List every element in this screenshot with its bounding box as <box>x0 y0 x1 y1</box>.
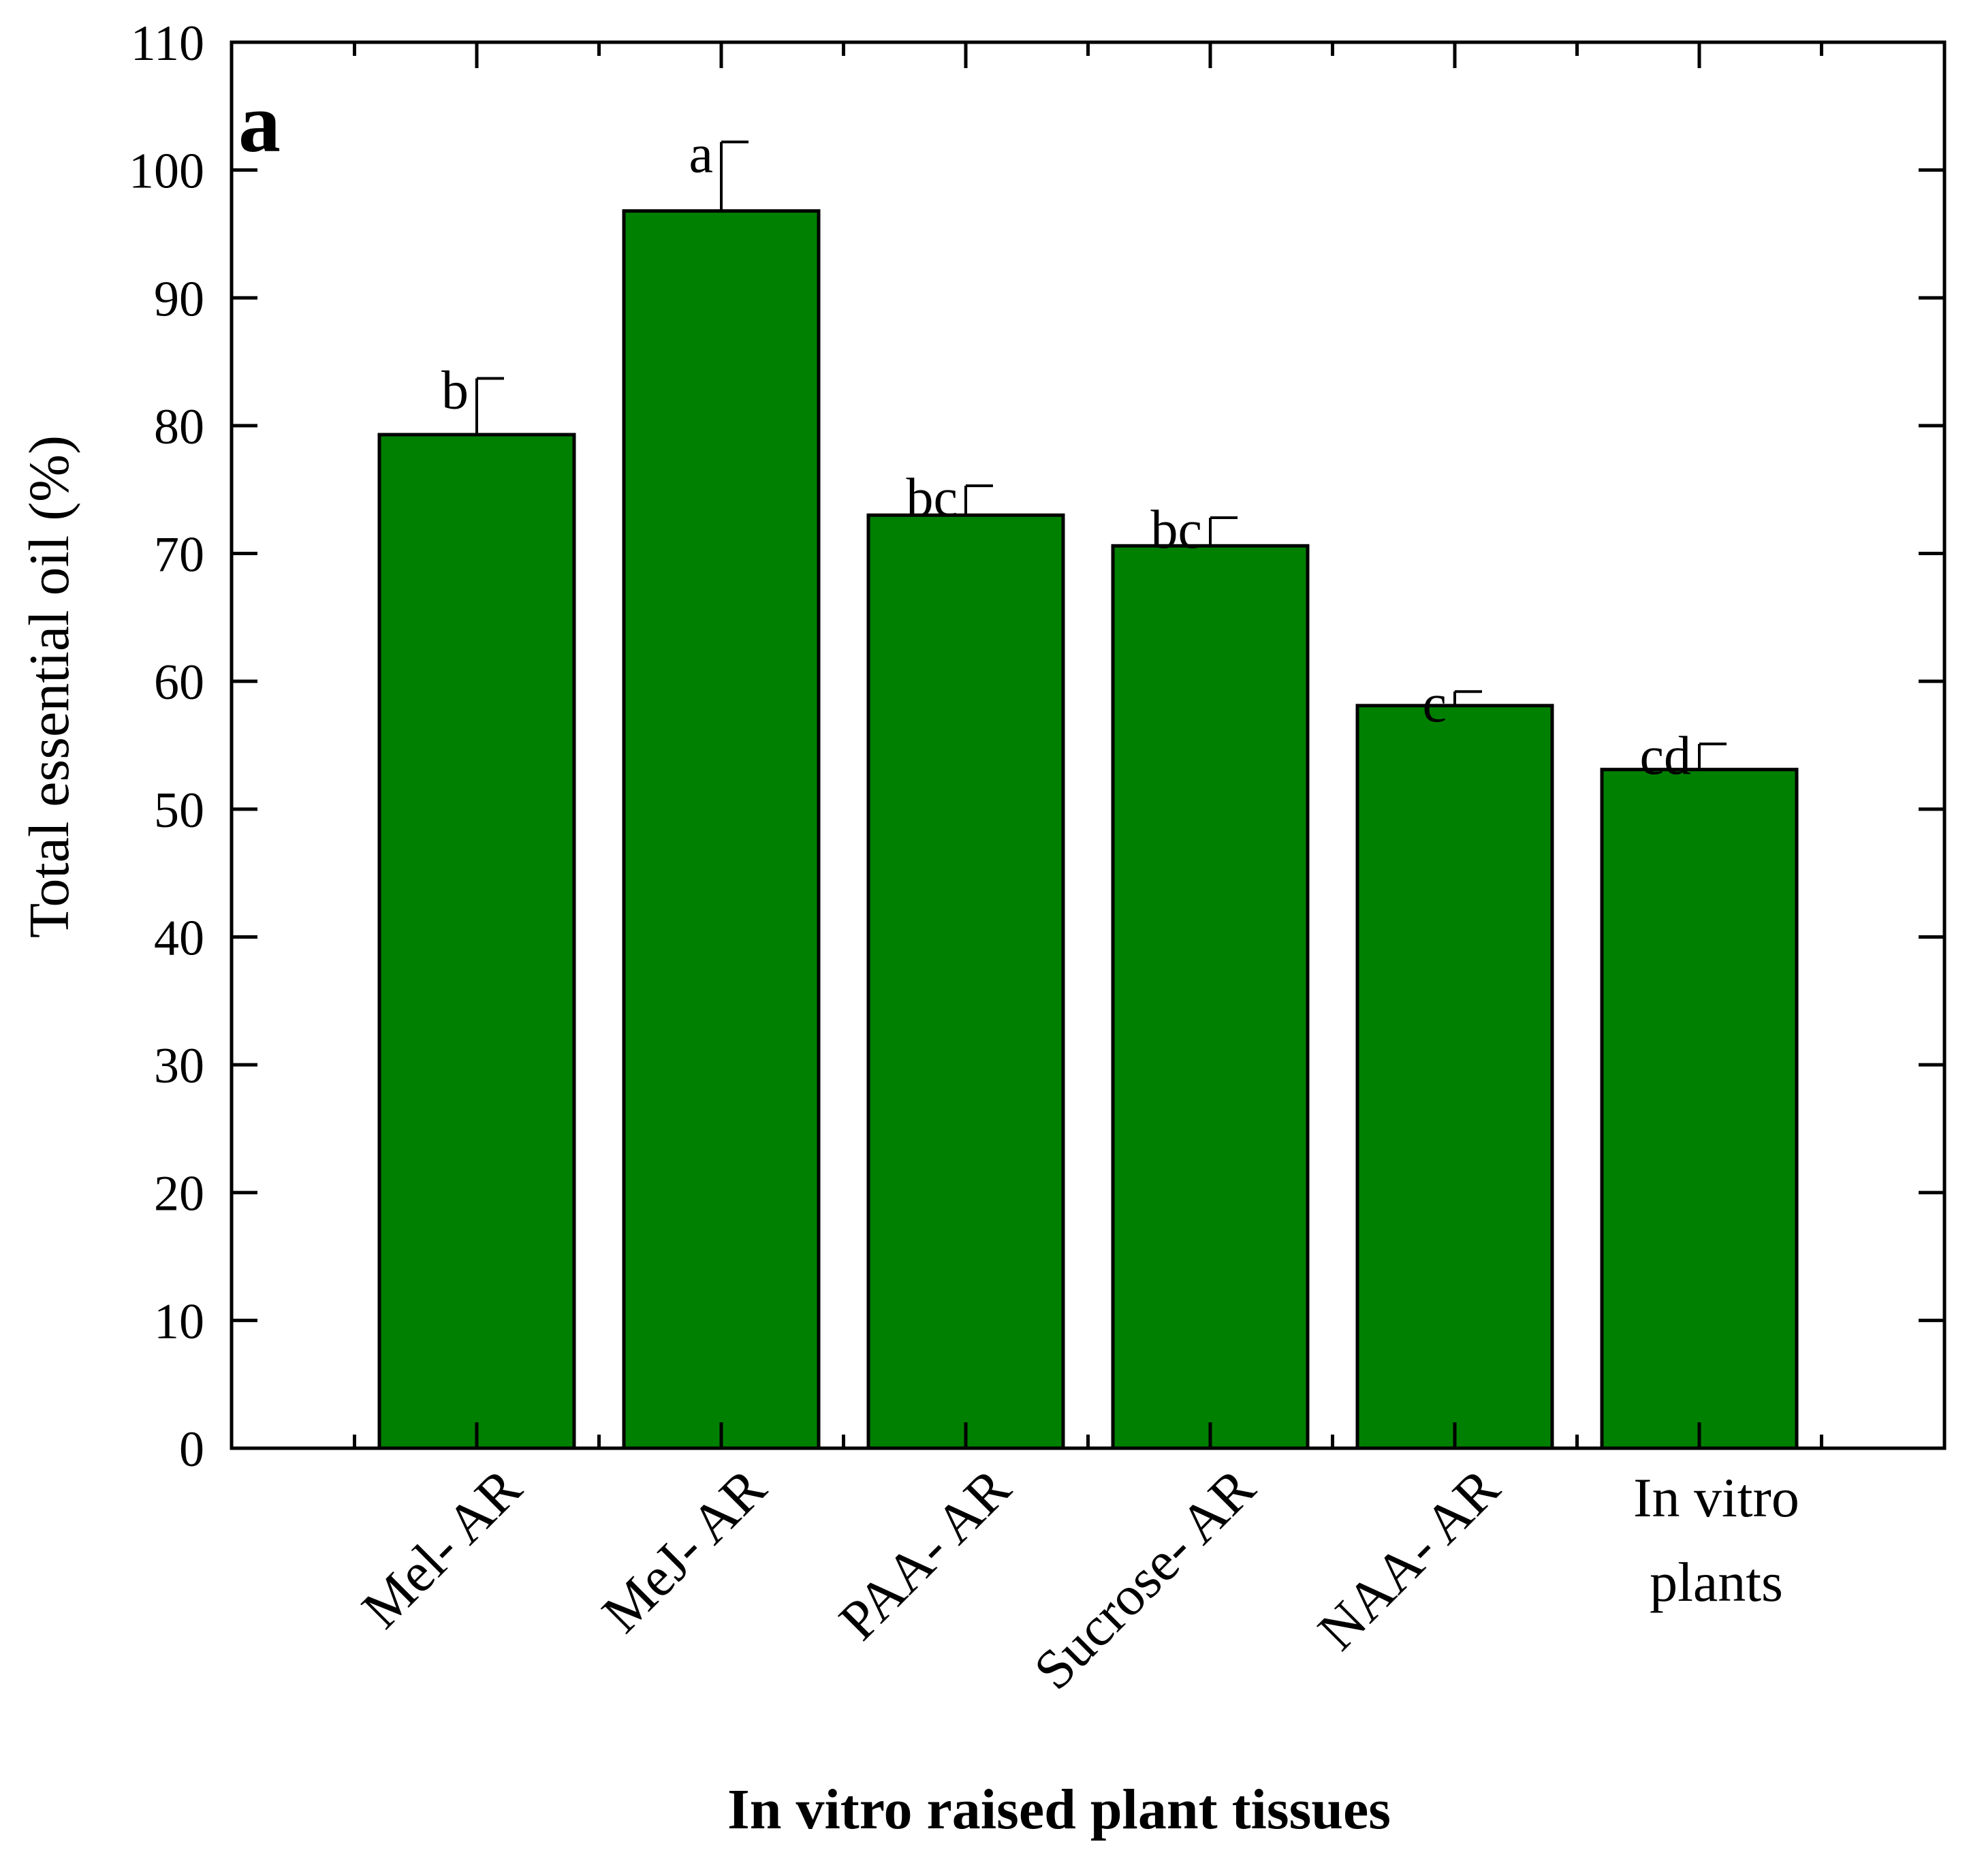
error-bar <box>720 140 749 211</box>
error-bar <box>1209 516 1238 546</box>
bar <box>1355 704 1554 1450</box>
significance-labels: b a bc bc c cd <box>441 124 1691 786</box>
bar <box>866 513 1065 1450</box>
error-bar <box>964 484 993 516</box>
significance-label: b <box>441 360 469 420</box>
error-bar <box>475 377 504 435</box>
x-tick-labels: Mel- AR MeJ- AR PAA- AR Sucrose- AR NAA- AR I… <box>350 1456 1799 1701</box>
y-tick-label: 40 <box>154 910 204 966</box>
y-tick-label: 110 <box>131 16 204 72</box>
y-axis-title: Total essential oil (%) <box>18 435 81 938</box>
panel-label: a <box>238 76 281 170</box>
y-tick-label: 70 <box>154 527 204 583</box>
bar <box>377 433 576 1450</box>
error-bar <box>1453 690 1482 706</box>
x-tick-label: MeJ- AR <box>590 1456 778 1644</box>
axis-ticks <box>232 40 1944 1450</box>
y-tick-label: 100 <box>129 144 204 200</box>
bars <box>377 209 1799 1450</box>
significance-label: bc <box>906 468 958 528</box>
y-tick-label: 80 <box>154 399 204 455</box>
x-tick-label: In vitro <box>1633 1467 1799 1529</box>
significance-label: cd <box>1639 726 1691 786</box>
y-tick-labels: 0 10 20 30 40 50 60 70 80 90 100 110 <box>129 16 204 1478</box>
y-tick-label: 10 <box>154 1294 204 1349</box>
bar <box>1111 544 1310 1450</box>
error-bars <box>475 140 1727 770</box>
x-tick-label: Sucrose- AR <box>1022 1456 1267 1701</box>
x-tick-label: PAA- AR <box>828 1456 1022 1651</box>
x-tick-label: plants <box>1650 1551 1783 1613</box>
significance-label: c <box>1422 674 1447 734</box>
y-tick-label: 0 <box>179 1422 204 1478</box>
significance-label: a <box>689 124 713 184</box>
x-axis-title: In vitro raised plant tissues <box>727 1778 1391 1841</box>
y-tick-label: 50 <box>154 783 204 839</box>
y-tick-label: 60 <box>154 655 204 710</box>
significance-label: bc <box>1150 500 1202 560</box>
y-tick-label: 30 <box>154 1038 204 1094</box>
y-tick-label: 90 <box>154 271 204 327</box>
error-bar <box>1698 742 1727 770</box>
x-tick-label: NAA- AR <box>1306 1456 1511 1661</box>
bar <box>1600 768 1799 1450</box>
bar <box>622 209 821 1450</box>
y-tick-label: 20 <box>154 1166 204 1222</box>
x-tick-label: Mel- AR <box>350 1456 533 1640</box>
